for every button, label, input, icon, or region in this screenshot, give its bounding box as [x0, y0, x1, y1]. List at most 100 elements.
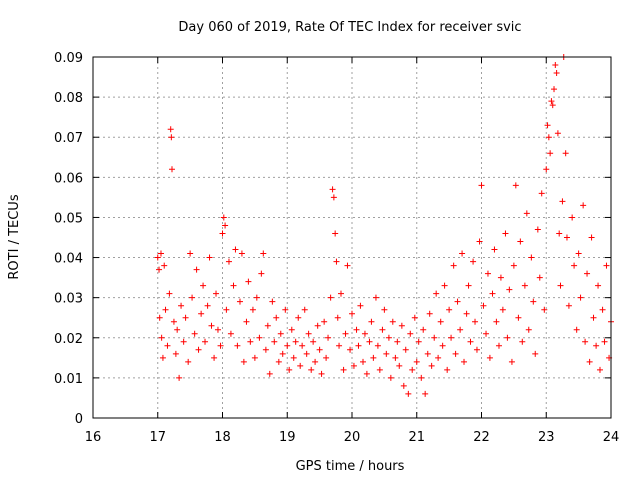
- data-point: [223, 306, 230, 313]
- data-point: [368, 318, 375, 325]
- data-point: [435, 354, 442, 361]
- data-point: [512, 182, 519, 189]
- data-point: [588, 234, 595, 241]
- data-point: [465, 282, 472, 289]
- data-point: [593, 342, 600, 349]
- data-point: [603, 262, 610, 269]
- data-point: [415, 338, 422, 345]
- data-point: [497, 274, 504, 281]
- data-point: [200, 282, 207, 289]
- data-point: [543, 166, 550, 173]
- y-tick-label: 0.05: [54, 211, 83, 226]
- data-point: [158, 334, 165, 341]
- data-point: [407, 330, 414, 337]
- data-point: [176, 374, 183, 381]
- y-tick-label: 0.02: [54, 332, 83, 347]
- data-point: [277, 330, 284, 337]
- data-point: [452, 350, 459, 357]
- data-point: [402, 346, 409, 353]
- data-point: [441, 282, 448, 289]
- data-point: [424, 350, 431, 357]
- data-point: [590, 314, 597, 321]
- data-point: [525, 326, 532, 333]
- data-point: [467, 338, 474, 345]
- data-point: [180, 338, 187, 345]
- data-point: [437, 318, 444, 325]
- data-point: [347, 346, 354, 353]
- x-tick-label: 23: [538, 430, 555, 445]
- data-point: [387, 374, 394, 381]
- data-point: [508, 358, 515, 365]
- data-point: [379, 326, 386, 333]
- y-axis-label: ROTI / TECUs: [7, 194, 22, 279]
- data-point: [318, 370, 325, 377]
- y-tick-label: 0.06: [54, 171, 83, 186]
- data-point: [595, 282, 602, 289]
- data-point: [599, 306, 606, 313]
- data-point: [499, 306, 506, 313]
- data-point: [299, 342, 306, 349]
- data-point: [405, 390, 412, 397]
- data-point: [538, 190, 545, 197]
- data-point: [264, 322, 271, 329]
- x-tick-labels: 16 17 18 19 20 21 22 23 24: [85, 430, 620, 445]
- data-point: [484, 270, 491, 277]
- data-point: [372, 294, 379, 301]
- data-point: [366, 338, 373, 345]
- data-point: [547, 150, 554, 157]
- data-point: [166, 290, 173, 297]
- data-point: [230, 282, 237, 289]
- data-point: [222, 222, 229, 229]
- data-point: [472, 318, 479, 325]
- data-point: [260, 250, 267, 257]
- data-point: [245, 278, 252, 285]
- data-point: [571, 262, 578, 269]
- data-point: [483, 330, 490, 337]
- data-point: [204, 302, 211, 309]
- data-point: [398, 322, 405, 329]
- data-point: [418, 374, 425, 381]
- data-point: [439, 342, 446, 349]
- data-point: [502, 230, 509, 237]
- data-point: [463, 310, 470, 317]
- y-tick-labels: 0 0.01 0.02 0.03 0.04 0.05 0.06 0.07 0.08 0.09: [54, 51, 83, 427]
- data-point: [325, 334, 332, 341]
- x-tick-label: 21: [408, 430, 425, 445]
- x-tick-label: 20: [344, 430, 361, 445]
- y-tick-label: 0.03: [54, 292, 83, 307]
- data-point: [495, 342, 502, 349]
- data-point: [295, 314, 302, 321]
- data-point: [521, 282, 528, 289]
- data-point: [202, 338, 209, 345]
- data-point: [470, 258, 477, 265]
- data-point: [303, 350, 310, 357]
- data-point: [569, 214, 576, 221]
- x-axis-label: GPS time / hours: [296, 459, 405, 474]
- data-point: [541, 306, 548, 313]
- data-point: [308, 366, 315, 373]
- data-point: [332, 230, 339, 237]
- data-point: [172, 350, 179, 357]
- data-point: [361, 330, 368, 337]
- data-point: [510, 262, 517, 269]
- data-point: [301, 306, 308, 313]
- data-point: [225, 258, 232, 265]
- data-point: [256, 334, 263, 341]
- data-point: [551, 86, 558, 93]
- data-point: [355, 342, 362, 349]
- chart-title: Day 060 of 2019, Rate Of TEC Index for r…: [178, 20, 521, 35]
- data-point: [549, 102, 556, 109]
- data-point: [227, 330, 234, 337]
- data-point: [236, 298, 243, 305]
- x-tick-label: 22: [473, 430, 490, 445]
- data-point: [553, 70, 560, 77]
- data-point: [586, 358, 593, 365]
- data-point: [556, 230, 563, 237]
- grid-lines: [93, 57, 611, 418]
- data-point: [370, 354, 377, 361]
- data-point: [157, 250, 164, 257]
- data-point: [444, 366, 451, 373]
- data-point: [206, 254, 213, 261]
